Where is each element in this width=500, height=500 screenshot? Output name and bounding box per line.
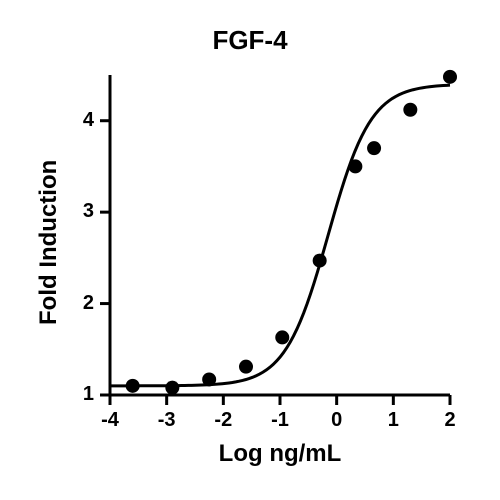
y-tick-label: 3 [54,200,94,223]
data-point [348,159,362,173]
x-tick-label: 2 [430,409,470,432]
x-tick-label: -1 [260,409,300,432]
y-tick-label: 1 [54,383,94,406]
data-point [126,379,140,393]
data-point [275,330,289,344]
x-tick-label: -4 [90,409,130,432]
data-point [313,254,327,268]
x-tick-label: 1 [373,409,413,432]
data-point [202,372,216,386]
data-point [403,103,417,117]
x-tick-label: -3 [147,409,187,432]
x-tick-label: -2 [203,409,243,432]
chart-container: FGF-4 Fold Induction Log ng/mL -4-3-2-10… [0,0,500,500]
data-point [367,141,381,155]
data-point [443,70,457,84]
data-point [165,381,179,395]
y-tick-label: 4 [54,109,94,132]
data-point [239,360,253,374]
x-tick-label: 0 [317,409,357,432]
y-tick-label: 2 [54,292,94,315]
plot-area [0,0,500,500]
